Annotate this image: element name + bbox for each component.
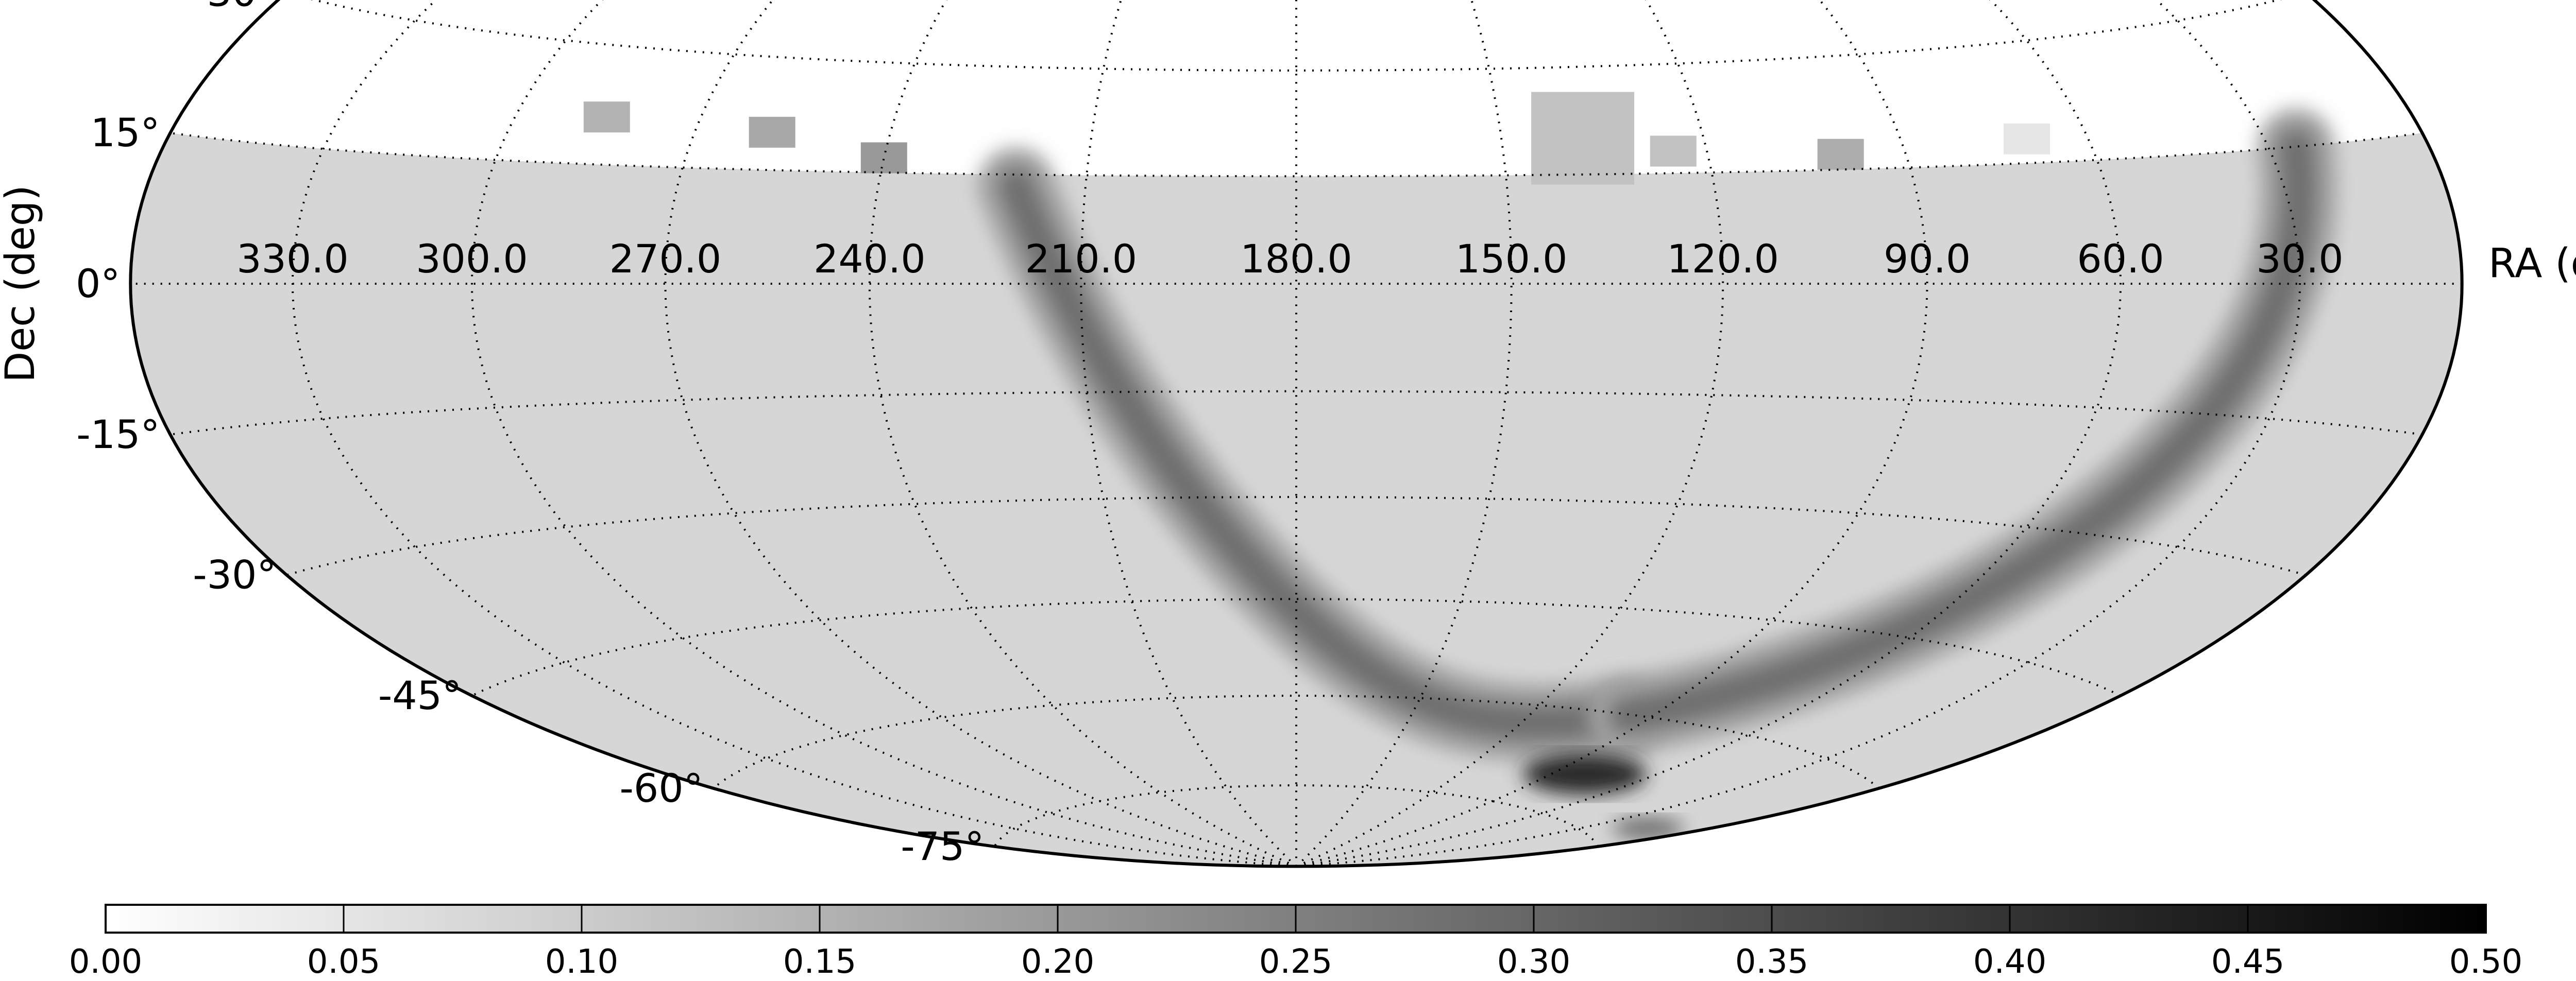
parallel-line <box>993 784 1599 847</box>
ra-tick-labels: 330.0 300.0 270.0 240.0 210.0 180.0 150.0 120.0… <box>236 236 2343 282</box>
colorbar-tick-label: 0.10 <box>545 943 619 979</box>
ra-tick-label: 300.0 <box>416 236 528 282</box>
dec-tick-label: 15° <box>91 110 160 156</box>
ra-tick-label: 210.0 <box>1025 236 1138 282</box>
northern-patch <box>860 142 907 174</box>
colorbar-tick-label: 0.05 <box>307 943 381 979</box>
ra-tick-label: 120.0 <box>1667 236 1779 282</box>
colorbar-ticks: 0.00 0.05 0.10 0.15 0.20 0.25 0.30 0.35 0.40 0.45… <box>69 905 2523 981</box>
ra-tick-label: 240.0 <box>814 236 926 282</box>
feature-smc <box>1612 817 1684 840</box>
galactic-plane-band <box>1608 129 2317 734</box>
ra-tick-label: 150.0 <box>1455 236 1568 282</box>
colorbar-tick-label: 0.30 <box>1497 943 1571 979</box>
northern-patch <box>1531 92 1635 185</box>
dec-tick-label: -45° <box>378 673 462 718</box>
colorbar-tick-label: 0.15 <box>783 943 857 979</box>
meridian-line <box>1296 0 2301 867</box>
ra-tick-label: 330.0 <box>236 236 349 282</box>
colorbar-tick-label: 0.50 <box>2449 943 2523 979</box>
dec-tick-label: 30° <box>207 0 277 15</box>
colorbar: 0.00 0.05 0.10 0.15 0.20 0.25 0.30 0.35 0.40 0.45… <box>69 904 2523 981</box>
northern-patch <box>2004 123 2050 154</box>
dec-tick-label: -75° <box>901 823 984 869</box>
northern-patch <box>749 116 795 148</box>
northern-patch <box>1817 139 1864 170</box>
x-axis-label: RA (deg) <box>2488 240 2576 287</box>
map-outline <box>129 0 2464 868</box>
meridian-line <box>1296 0 2122 867</box>
dec-tick-label: -15° <box>76 411 160 457</box>
feature-lmc <box>1523 753 1647 795</box>
parallel-line <box>286 0 2307 72</box>
dec-tick-labels: 30° 15° 0° -15° -30° -45° -60° -75° <box>76 0 984 869</box>
ra-tick-label: 60.0 <box>2077 236 2164 282</box>
colorbar-tick-label: 0.00 <box>69 943 143 979</box>
dec-tick-label: -60° <box>619 765 703 811</box>
dec-tick-label: -30° <box>193 552 276 598</box>
northern-patch <box>1650 135 1697 167</box>
colorbar-tick-label: 0.35 <box>1735 943 1809 979</box>
colorbar-tick-label: 0.45 <box>2211 943 2285 979</box>
ra-tick-label: 180.0 <box>1240 236 1352 282</box>
meridian-line <box>470 0 1297 867</box>
colorbar-tick-label: 0.20 <box>1021 943 1095 979</box>
ra-tick-label: 30.0 <box>2256 236 2343 282</box>
ra-tick-label: 270.0 <box>609 236 722 282</box>
ra-tick-label: 90.0 <box>1884 236 1971 282</box>
dec-tick-label: 0° <box>76 261 120 306</box>
grid <box>130 0 2463 867</box>
parallel-line <box>286 496 2307 576</box>
colorbar-tick-label: 0.25 <box>1259 943 1333 979</box>
colorbar-tick-label: 0.40 <box>1973 943 2047 979</box>
northern-patch <box>583 101 630 133</box>
sky-map <box>130 92 2462 867</box>
galactic-plane-band <box>998 167 1645 742</box>
y-axis-label: Dec (deg) <box>0 185 44 383</box>
